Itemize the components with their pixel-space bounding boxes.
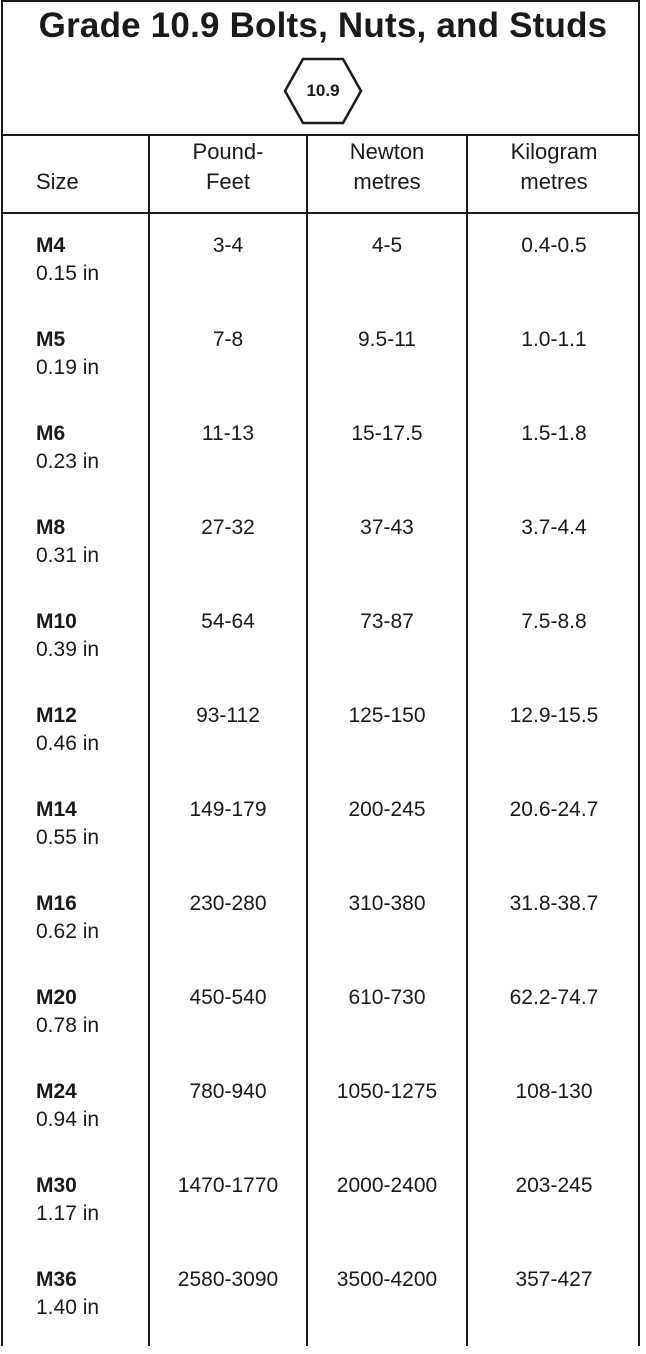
kilogram-metres-value: 108-130 [515,1080,593,1103]
pound-feet-value: 1470-1770 [177,1174,279,1197]
size-metric: M16 [36,892,77,915]
kilogram-metres-value: 357-427 [515,1268,593,1291]
kilogram-metres-value: 31.8-38.7 [509,892,599,915]
newton-metres-value: 9.5-11 [358,328,416,351]
table-row: M24 0.94 in 780-940 1050-1275 108-130 [0,1072,646,1166]
table-row: M6 0.23 in 11-13 15-17.5 1.5-1.8 [0,414,646,508]
size-inches: 0.31 in [36,544,100,567]
table-row: M30 1.17 in 1470-1770 2000-2400 203-245 [0,1166,646,1260]
table-row: M10 0.39 in 54-64 73-87 7.5-8.8 [0,602,646,696]
title-divider [1,134,640,136]
newton-metres-value: 4-5 [371,234,403,257]
kilogram-metres-value: 7.5-8.8 [521,610,587,633]
size-inches: 0.19 in [36,356,100,379]
size-metric: M20 [36,986,77,1009]
size-metric: M6 [36,422,66,445]
size-metric: M5 [36,328,66,351]
newton-metres-value: 37-43 [360,516,414,539]
header-pound-feet-line1: Pound- [192,139,264,164]
size-inches: 0.15 in [36,262,100,285]
newton-metres-value: 125-150 [348,704,426,727]
table-row: M20 0.78 in 450-540 610-730 62.2-74.7 [0,978,646,1072]
table-row: M4 0.15 in 3-4 4-5 0.4-0.5 [0,226,646,320]
pound-feet-value: 54-64 [201,610,255,633]
size-inches: 1.40 in [36,1296,100,1319]
header-pound-feet: Pound- Feet [150,137,306,211]
table-row: M14 0.55 in 149-179 200-245 20.6-24.7 [0,790,646,884]
column-divider [466,134,468,1346]
pound-feet-value: 149-179 [189,798,267,821]
kilogram-metres-value: 20.6-24.7 [509,798,599,821]
table-row: M5 0.19 in 7-8 9.5-11 1.0-1.1 [0,320,646,414]
pound-feet-value: 2580-3090 [177,1268,279,1291]
kilogram-metres-value: 1.0-1.1 [521,328,587,351]
pound-feet-value: 7-8 [212,328,244,351]
pound-feet-value: 11-13 [201,422,255,445]
pound-feet-value: 230-280 [189,892,267,915]
header-kilogram-metres-line1: Kilogram [510,139,598,164]
size-inches: 0.94 in [36,1108,100,1131]
table-row: M36 1.40 in 2580-3090 3500-4200 357-427 [0,1260,646,1354]
size-metric: M14 [36,798,77,821]
pound-feet-value: 27-32 [201,516,255,539]
header-kilogram-metres: Kilogram metres [468,137,640,211]
header-kilogram-metres-line2: metres [520,169,588,194]
newton-metres-value: 15-17.5 [351,422,423,445]
kilogram-metres-value: 62.2-74.7 [509,986,599,1009]
size-metric: M12 [36,704,77,727]
kilogram-metres-value: 12.9-15.5 [509,704,599,727]
size-metric: M30 [36,1174,77,1197]
header-divider [1,212,640,214]
hexagon-outline [283,57,363,125]
header-pound-feet-line2: Feet [205,169,251,194]
size-inches: 0.62 in [36,920,100,943]
size-inches: 1.17 in [36,1202,100,1225]
pound-feet-value: 780-940 [189,1080,267,1103]
header-newton-metres-line2: metres [353,169,421,194]
newton-metres-value: 610-730 [348,986,426,1009]
newton-metres-value: 1050-1275 [336,1080,438,1103]
grade-mark-label: 10.9 [306,81,340,100]
table-row: M16 0.62 in 230-280 310-380 31.8-38.7 [0,884,646,978]
size-inches: 0.39 in [36,638,100,661]
column-divider [306,134,308,1346]
size-metric: M8 [36,516,66,539]
newton-metres-value: 3500-4200 [336,1268,438,1291]
pound-feet-value: 93-112 [196,704,260,727]
kilogram-metres-value: 0.4-0.5 [521,234,587,257]
newton-metres-value: 310-380 [348,892,426,915]
pound-feet-value: 450-540 [189,986,267,1009]
size-metric: M4 [36,234,66,257]
column-divider [148,134,150,1346]
newton-metres-value: 2000-2400 [336,1174,438,1197]
header-newton-metres: Newton metres [308,137,466,211]
header-newton-metres-line1: Newton [349,139,425,164]
size-metric: M10 [36,610,77,633]
size-inches: 0.78 in [36,1014,100,1037]
size-inches: 0.23 in [36,450,100,473]
pound-feet-value: 3-4 [212,234,244,257]
kilogram-metres-value: 203-245 [515,1174,593,1197]
size-metric: M24 [36,1080,77,1103]
page-title: Grade 10.9 Bolts, Nuts, and Studs [38,6,608,45]
grade-hexagon-icon: 10.9 [283,56,363,126]
header-size: Size [36,169,79,194]
size-inches: 0.55 in [36,826,100,849]
kilogram-metres-value: 3.7-4.4 [521,516,587,539]
table-row: M8 0.31 in 27-32 37-43 3.7-4.4 [0,508,646,602]
size-metric: M36 [36,1268,77,1291]
table-row: M12 0.46 in 93-112 125-150 12.9-15.5 [0,696,646,790]
size-inches: 0.46 in [36,732,100,755]
kilogram-metres-value: 1.5-1.8 [521,422,587,445]
newton-metres-value: 73-87 [360,610,414,633]
newton-metres-value: 200-245 [348,798,426,821]
